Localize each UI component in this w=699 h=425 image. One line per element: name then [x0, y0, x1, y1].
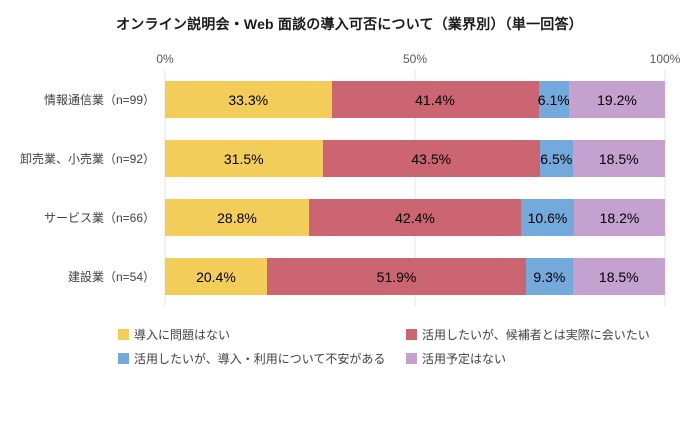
legend: 導入に問題はない 活用したいが、候補者とは実際に会いたい活用したいが、導入・利用に…	[118, 326, 650, 367]
legend-swatch	[406, 329, 417, 340]
segment-value-label: 31.5%	[223, 150, 264, 167]
segment-value-label: 41.4%	[415, 91, 455, 108]
segment-value-label: 19.2%	[597, 91, 637, 108]
bar: 31.5% 43.5% 6.5% 18.5%	[165, 140, 665, 177]
bar-segment: 51.9%	[266, 258, 527, 295]
bar-segment: 31.5%	[165, 140, 323, 177]
x-axis-tick: 100%	[649, 52, 681, 66]
segment-value-label: 42.4%	[395, 209, 435, 226]
segment-value-label: 9.3%	[533, 268, 566, 285]
chart-title: オンライン説明会・Web 面談の導入可否について（業界別）（単一回答）	[116, 16, 583, 32]
bar-segment: 41.4%	[331, 81, 539, 118]
bar-segment: 20.4%	[165, 258, 267, 295]
bar-segment: 42.4%	[309, 199, 521, 236]
category-label: 建設業（n=54）	[67, 270, 155, 284]
bar-segment: 33.3%	[165, 81, 332, 118]
bar: 33.3% 41.4% 6.1% 19.2%	[165, 81, 665, 118]
legend-label: 活用したいが、導入・利用について不安がある	[134, 352, 386, 366]
legend-label: 活用予定はない	[422, 352, 507, 366]
segment-value-label: 18.2%	[599, 209, 640, 226]
bar-segment: 9.3%	[526, 258, 573, 295]
chart-row: サービス業（n=66） 28.8% 42.4% 10.6% 18.2%	[0, 188, 665, 247]
segment-value-label: 10.6%	[527, 209, 568, 226]
bar-segment: 28.8%	[165, 199, 309, 236]
chart-row: 建設業（n=54） 20.4% 51.9% 9.3% 18.5%	[0, 247, 665, 306]
bar-segment: 18.2%	[574, 199, 665, 236]
legend-item: 活用したいが、候補者とは実際に会いたい	[406, 326, 650, 343]
legend-swatch	[118, 353, 129, 364]
segment-value-label: 18.5%	[598, 150, 639, 167]
segment-value-label: 28.8%	[217, 209, 257, 226]
x-axis-tick: 0%	[156, 52, 174, 66]
chart-rows: 情報通信業（n=99） 33.3% 41.4% 6.1% 19.2% 卸売業、小売業（n=…	[0, 70, 699, 306]
gridline	[414, 70, 416, 306]
chart-row: 情報通信業（n=99） 33.3% 41.4% 6.1% 19.2%	[0, 70, 665, 129]
segment-value-label: 6.5%	[540, 150, 573, 167]
legend-swatch	[118, 329, 129, 340]
chart-row: 卸売業、小売業（n=92） 31.5% 43.5% 6.5% 18.5%	[0, 129, 665, 188]
legend-item: 活用したいが、導入・利用について不安がある	[118, 350, 406, 367]
segment-value-label: 20.4%	[196, 268, 236, 285]
segment-value-label: 6.1%	[537, 91, 570, 108]
plot-area: 0% 50% 100% 情報通信業（n=99） 33.3% 41.4% 6.1% 19.2%…	[0, 44, 699, 306]
rows-wrap: 情報通信業（n=99） 33.3% 41.4% 6.1% 19.2% 卸売業、小売業（n=…	[0, 70, 699, 306]
x-axis-tick: 50%	[402, 52, 428, 66]
bar-segment: 6.5%	[540, 140, 573, 177]
segment-value-label: 18.5%	[598, 268, 639, 285]
category-label: サービス業（n=66）	[43, 211, 155, 225]
segment-value-label: 51.9%	[376, 268, 417, 285]
gridline	[664, 70, 666, 306]
segment-value-label: 43.5%	[411, 150, 452, 167]
bar-segment: 19.2%	[569, 81, 665, 118]
x-axis: 0% 50% 100%	[156, 44, 680, 70]
legend-label: 活用したいが、候補者とは実際に会いたい	[422, 328, 650, 342]
legend-item: 活用予定はない	[406, 350, 650, 367]
gridlines	[164, 70, 666, 306]
bar-segment: 10.6%	[521, 199, 574, 236]
legend-label: 導入に問題はない	[134, 328, 231, 342]
category-label: 卸売業、小売業（n=92）	[19, 152, 155, 166]
bar-segment: 18.5%	[572, 258, 665, 295]
segment-value-label: 33.3%	[228, 91, 269, 108]
bar-segment: 18.5%	[572, 140, 665, 177]
bar: 20.4% 51.9% 9.3% 18.5%	[165, 258, 665, 295]
category-label: 情報通信業（n=99）	[43, 93, 155, 107]
bar: 28.8% 42.4% 10.6% 18.2%	[165, 199, 665, 236]
legend-item: 導入に問題はない	[118, 326, 406, 343]
bar-segment: 43.5%	[322, 140, 540, 177]
bar-segment: 6.1%	[537, 81, 570, 118]
legend-swatch	[406, 353, 417, 364]
gridline	[164, 70, 166, 306]
